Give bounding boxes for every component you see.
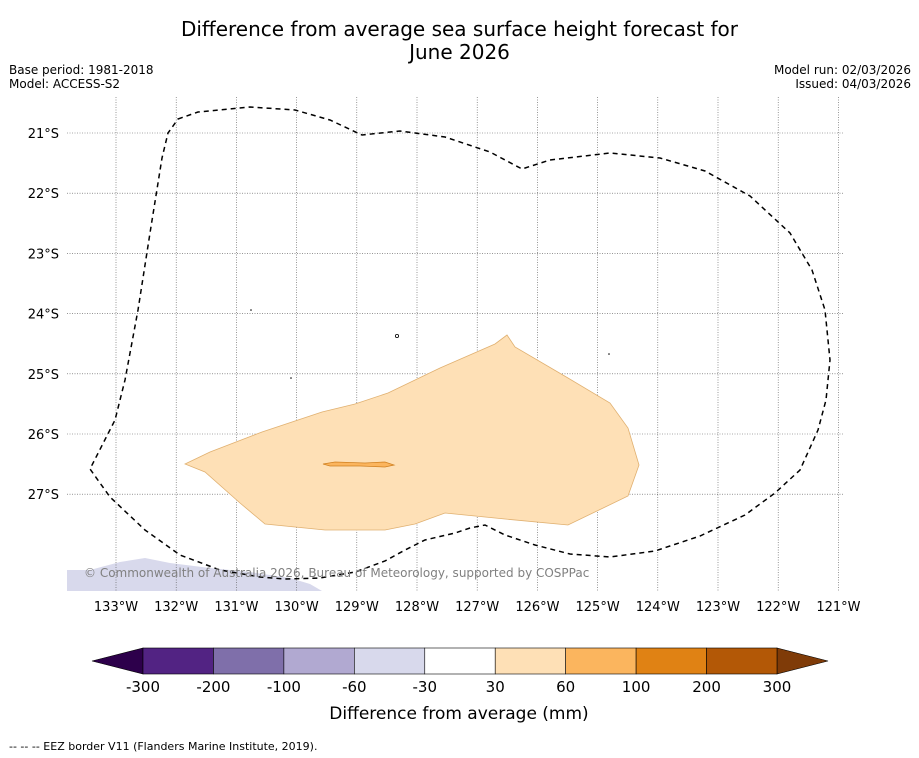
longitude-label: 126°W [515,600,559,615]
colorbar-tick-label: 300 [763,678,792,696]
colorbar-ticks: -300 -200 -100 -60 -30 30 60 100 200 300 [126,678,791,696]
colorbar-under-arrow [91,647,144,675]
copyright-notice: © Commonwealth of Australia 2026, Bureau… [84,566,589,580]
base-period: Base period: 1981-2018 [9,63,154,77]
anomaly-region-60-100 [322,461,396,468]
colorbar-over-arrow [776,647,829,675]
colorbar-tick-label: -60 [342,678,367,696]
latitude-label: 25°S [28,368,59,383]
colorbar-tick-label: 30 [486,678,505,696]
longitude-label: 131°W [214,600,258,615]
latitude-label: 21°S [28,127,59,142]
latitude-label: 22°S [28,187,59,202]
model-run: Model run: 02/03/2026 [773,63,911,77]
colorbar-tick-label: 200 [692,678,721,696]
footer-note: -- -- -- EEZ border V11 (Flanders Marine… [9,740,318,753]
colorbar-segment [424,647,496,675]
colorbar [91,647,829,675]
colorbar-tick-label: -100 [267,678,301,696]
colorbar-segment [706,647,778,675]
meta-left: Base period: 1981-2018 Model: ACCESS-S2 [9,63,154,91]
island-dot [250,309,252,311]
longitude-label: 128°W [395,600,439,615]
longitude-label: 121°W [816,600,860,615]
title-line-1: Difference from average sea surface heig… [180,17,739,41]
latitude-label: 26°S [28,428,59,443]
island-dot [290,377,292,379]
longitude-labels: 133°W 132°W 131°W 130°W 129°W 128°W 127°W 126°W… [94,600,861,615]
colorbar-tick-label: -30 [413,678,438,696]
longitude-label: 122°W [756,600,800,615]
longitude-label: 123°W [696,600,740,615]
colorbar-segment [142,647,214,675]
map-panel: © Commonwealth of Australia 2026, Bureau… [67,97,843,591]
colorbar-label: Difference from average (mm) [329,704,588,724]
island-dot [394,333,399,338]
colorbar-tick-label: 60 [556,678,575,696]
colorbar-segment [565,647,637,675]
issued-date: Issued: 04/03/2026 [795,77,911,91]
land-area [67,558,322,591]
model-name: Model: ACCESS-S2 [9,77,121,91]
latitude-label: 24°S [28,308,59,323]
colorbar-tick-label: -300 [126,678,160,696]
longitude-label: 132°W [154,600,198,615]
latitude-label: 27°S [28,488,59,503]
longitude-label: 130°W [275,600,319,615]
colorbar-segment [354,647,426,675]
colorbar-segment [213,647,285,675]
eez-border [89,106,831,580]
map-title: Difference from average sea surface heig… [0,18,919,64]
longitude-label: 125°W [576,600,620,615]
latitude-labels: 21°S 22°S 23°S 24°S 25°S 26°S 27°S [28,127,59,503]
colorbar-segment [635,647,707,675]
colorbar-segment [283,647,355,675]
longitude-label: 127°W [455,600,499,615]
colorbar-tick-label: 100 [622,678,651,696]
title-line-2: June 2026 [409,40,510,64]
latitude-label: 23°S [28,247,59,262]
island-dot [608,353,610,355]
colorbar-segment [494,647,566,675]
meta-right: Model run: 02/03/2026 Issued: 04/03/2026 [774,63,911,91]
longitude-label: 124°W [636,600,680,615]
anomaly-region-30-60 [184,334,640,531]
longitude-label: 129°W [335,600,379,615]
longitude-label: 133°W [94,600,138,615]
graticule [67,97,843,591]
colorbar-tick-label: -200 [196,678,230,696]
